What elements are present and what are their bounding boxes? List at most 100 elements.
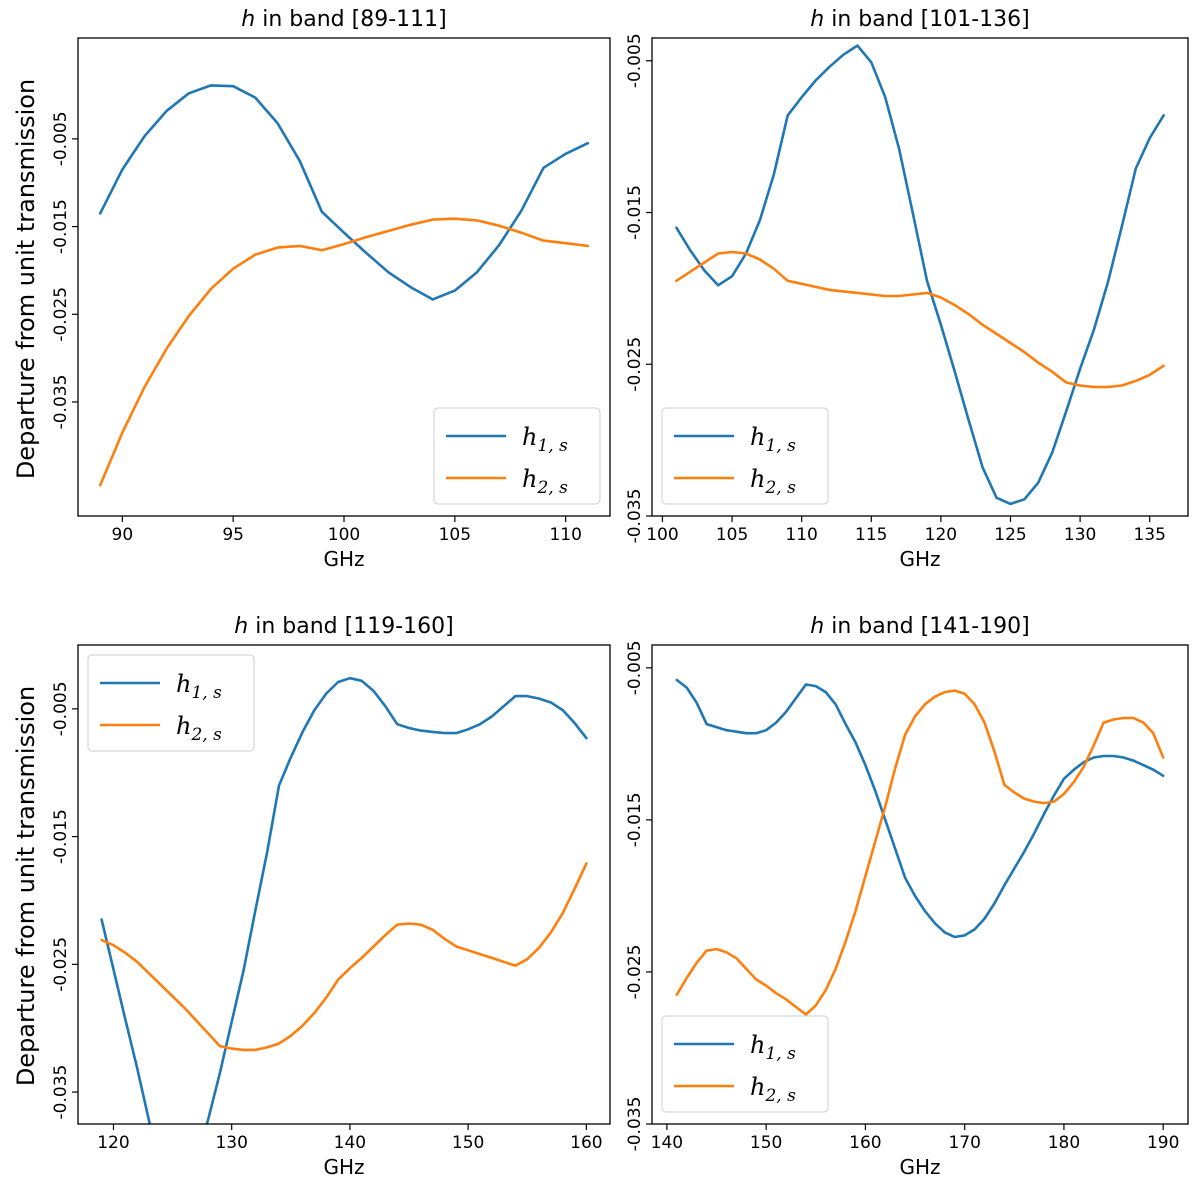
x-tick-label: 115 xyxy=(855,525,887,545)
y-tick-label: -0.025 xyxy=(625,337,645,392)
title-text: in band [141-190] xyxy=(824,614,1029,639)
series-line-2 xyxy=(675,689,1165,1016)
y-tick-label: -0.035 xyxy=(51,1065,71,1120)
subplot-3: 120 130 140 150 160 -0.005 -0.015 -0.025 -0.035 h… xyxy=(51,614,611,1179)
x-axis-label: GHz xyxy=(323,547,364,571)
y-tick-label: -0.025 xyxy=(51,937,71,992)
series-line-1 xyxy=(98,84,590,301)
y-tick-label: -0.015 xyxy=(51,199,71,254)
x-tick-label: 110 xyxy=(549,525,581,545)
x-tick-label: 160 xyxy=(849,1133,881,1153)
subplot-2: 100 105 110 115 120 125 130 135 -0.005 -0.015 -0.0… xyxy=(625,7,1189,571)
legend-label-main: h xyxy=(750,465,765,493)
x-tick-label: 140 xyxy=(334,1133,366,1153)
y-tick-label: -0.035 xyxy=(625,1097,645,1152)
y-tick-label: -0.005 xyxy=(51,111,71,166)
axes-frame xyxy=(77,644,611,1125)
legend-label-2: h2, s xyxy=(750,465,796,498)
y-tick-label: -0.005 xyxy=(625,640,645,695)
title-text: in band [119-160] xyxy=(248,614,453,639)
series-line-2 xyxy=(675,250,1165,389)
legend: h1, s h2, s xyxy=(661,1015,829,1113)
legend-label-subscript: 1, s xyxy=(191,683,222,703)
legend-label-main: h xyxy=(176,670,191,698)
title-text: in band [89-111] xyxy=(255,7,446,32)
y-tick-label: -0.005 xyxy=(51,681,71,736)
title-variable: h xyxy=(810,7,824,32)
subplot-title: h in band [89-111] xyxy=(241,7,446,32)
legend-label-main: h xyxy=(522,423,537,451)
legend-label-2: h2, s xyxy=(750,1073,796,1106)
legend-box xyxy=(433,407,601,505)
x-tick-label: 120 xyxy=(97,1133,129,1153)
legend-label-main: h xyxy=(750,1031,765,1059)
series-line-1 xyxy=(675,678,1165,939)
y-tick-label: -0.035 xyxy=(625,489,645,544)
legend-label-main: h xyxy=(176,712,191,740)
title-text: in band [101-136] xyxy=(824,7,1029,32)
x-tick-label: 110 xyxy=(785,525,817,545)
x-tick-label: 140 xyxy=(651,1133,683,1153)
x-tick-label: 180 xyxy=(1048,1133,1080,1153)
x-tick-label: 160 xyxy=(570,1133,602,1153)
x-tick-label: 150 xyxy=(750,1133,782,1153)
y-tick-label: -0.015 xyxy=(51,809,71,864)
legend-label-2: h2, s xyxy=(176,712,222,745)
y-tick-label: -0.005 xyxy=(625,33,645,88)
x-tick-label: 100 xyxy=(328,525,360,545)
legend-label-subscript: 2, s xyxy=(764,478,796,498)
ylabel-top: Departure from unit transmission xyxy=(12,79,40,479)
x-tick-label: 170 xyxy=(948,1133,980,1153)
legend-label-subscript: 1, s xyxy=(537,436,568,456)
title-variable: h xyxy=(241,7,255,32)
series-line-2 xyxy=(100,862,588,1052)
x-tick-label: 135 xyxy=(1133,525,1165,545)
legend-label-subscript: 1, s xyxy=(765,436,796,456)
ylabel-bottom: Departure from unit transmission xyxy=(12,686,40,1086)
subplot-title: h in band [101-136] xyxy=(810,7,1029,32)
x-tick-label: 125 xyxy=(994,525,1026,545)
y-tick-label: -0.015 xyxy=(625,185,645,240)
legend: h1, s h2, s xyxy=(433,407,601,505)
series-line-2 xyxy=(98,217,590,487)
legend: h1, sh2, s xyxy=(87,654,255,752)
series-line-1 xyxy=(675,44,1165,506)
legend-label-main: h xyxy=(750,1073,765,1101)
x-tick-label: 190 xyxy=(1147,1133,1179,1153)
x-tick-label: 120 xyxy=(925,525,957,545)
x-tick-label: 95 xyxy=(222,525,244,545)
legend-box xyxy=(661,1015,829,1113)
axes-frame xyxy=(651,37,1189,517)
subplot-title: h in band [119-160] xyxy=(234,614,453,639)
y-tick-label: -0.025 xyxy=(625,945,645,1000)
subplot-title: h in band [141-190] xyxy=(810,614,1029,639)
legend-label-main: h xyxy=(522,465,537,493)
x-axis-label: GHz xyxy=(899,547,940,571)
y-tick-label: -0.015 xyxy=(625,792,645,847)
x-tick-label: 130 xyxy=(1064,525,1096,545)
x-tick-label: 100 xyxy=(646,525,678,545)
subplot-1: 90 95 100 105 110 -0.005 -0.015 -0.025 -0.035 h i… xyxy=(51,7,611,571)
legend-label-1: h1, s xyxy=(522,423,568,456)
x-axis-label: GHz xyxy=(323,1155,364,1179)
legend-label-1: h1, s xyxy=(176,670,222,703)
x-tick-label: 130 xyxy=(215,1133,247,1153)
title-variable: h xyxy=(234,614,248,639)
legend-label-1: h1, s xyxy=(750,423,796,456)
x-axis-label: GHz xyxy=(899,1155,940,1179)
legend-label-1: h1, s xyxy=(750,1031,796,1064)
legend-label-2: h2, s xyxy=(522,465,568,498)
legend-box xyxy=(661,407,829,505)
subplots: 90 95 100 105 110 -0.005 -0.015 -0.025 -0.035 h i… xyxy=(51,7,1189,1179)
title-variable: h xyxy=(810,614,824,639)
legend: h1, sh2, s xyxy=(661,407,829,505)
legend-label-main: h xyxy=(750,423,765,451)
x-tick-label: 105 xyxy=(439,525,471,545)
y-tick-label: -0.025 xyxy=(51,287,71,342)
legend-label-subscript: 2, s xyxy=(190,725,222,745)
subplot-4: 140 150 160 170 180 190 -0.005 -0.015 -0.025 -0.0… xyxy=(625,614,1189,1179)
x-tick-label: 150 xyxy=(452,1133,484,1153)
y-tick-label: -0.035 xyxy=(51,375,71,430)
x-tick-label: 105 xyxy=(716,525,748,545)
